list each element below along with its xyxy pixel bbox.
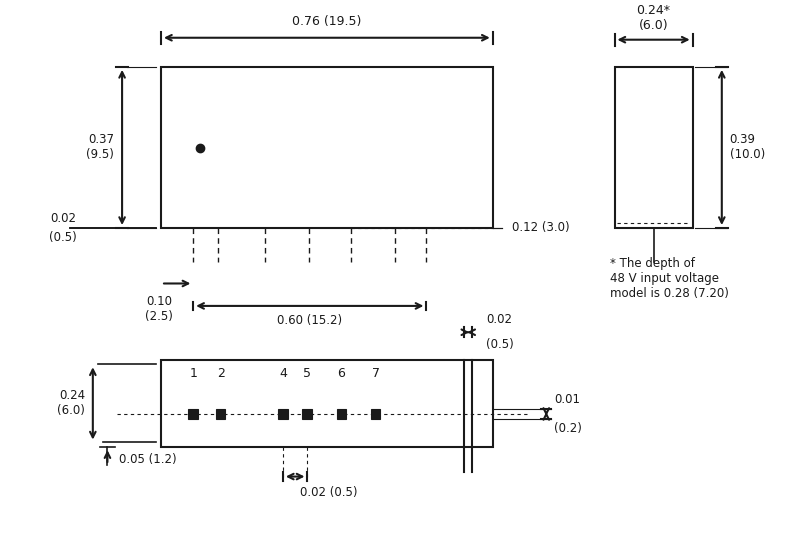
- Bar: [278, 409, 288, 419]
- Text: (0.5): (0.5): [486, 338, 514, 351]
- Text: 0.02: 0.02: [486, 314, 512, 327]
- Bar: [614, 67, 693, 228]
- Text: (0.5): (0.5): [49, 231, 76, 244]
- Text: 0.10
(2.5): 0.10 (2.5): [146, 295, 173, 323]
- Text: 1: 1: [190, 367, 198, 380]
- Text: 0.02: 0.02: [50, 212, 76, 225]
- Text: 0.01: 0.01: [554, 393, 580, 406]
- Bar: [370, 409, 381, 419]
- Text: 7: 7: [372, 367, 380, 380]
- Bar: [302, 409, 312, 419]
- Text: 0.24*
(6.0): 0.24* (6.0): [637, 4, 670, 32]
- Bar: [337, 409, 346, 419]
- Text: 5: 5: [303, 367, 311, 380]
- Text: (0.2): (0.2): [554, 422, 582, 435]
- Text: 0.76 (19.5): 0.76 (19.5): [292, 15, 362, 28]
- Bar: [161, 67, 493, 228]
- Text: * The depth of
48 V input voltage
model is 0.28 (7.20): * The depth of 48 V input voltage model …: [610, 257, 729, 300]
- Bar: [188, 409, 198, 419]
- Text: 0.05 (1.2): 0.05 (1.2): [119, 452, 177, 465]
- Text: 4: 4: [279, 367, 287, 380]
- Text: 2: 2: [217, 367, 225, 380]
- Text: 0.60 (15.2): 0.60 (15.2): [278, 314, 342, 327]
- Text: 0.12 (3.0): 0.12 (3.0): [512, 222, 570, 235]
- Bar: [216, 409, 226, 419]
- Bar: [161, 359, 493, 447]
- Text: 0.37
(9.5): 0.37 (9.5): [86, 133, 114, 161]
- Text: 6: 6: [338, 367, 346, 380]
- Text: 0.39
(10.0): 0.39 (10.0): [730, 133, 765, 161]
- Text: 0.24
(6.0): 0.24 (6.0): [57, 390, 85, 417]
- Text: 0.02 (0.5): 0.02 (0.5): [300, 486, 358, 499]
